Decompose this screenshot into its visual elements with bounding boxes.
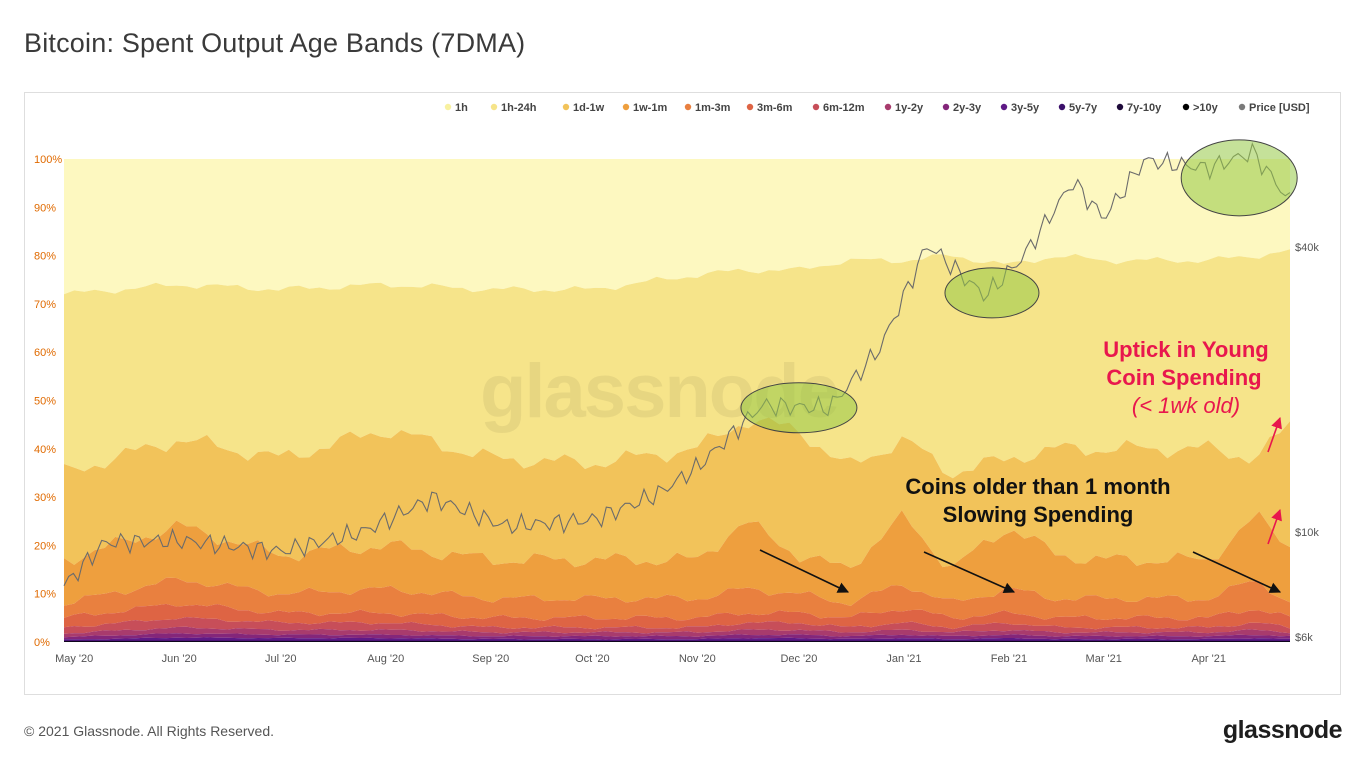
price-line-group [63, 142, 1291, 586]
x-tick-label: Apr '21 [1191, 653, 1226, 665]
chart-svg: glassnode 0%10%20%30%40%50%60%70%80%90%1… [34, 102, 1319, 665]
y-tick-label: 60% [34, 347, 56, 359]
legend-swatch [1000, 103, 1008, 111]
annotation-young-3: (< 1wk old) [1132, 393, 1240, 418]
legend-item-label: 3m-6m [757, 102, 793, 114]
x-tick-label: Jun '20 [162, 653, 197, 665]
footer-brand-logo: glassnode [1222, 716, 1343, 744]
legend-swatch [1182, 103, 1190, 111]
legend-item-label: Price [USD] [1249, 102, 1310, 114]
legend-item-label: 3y-5y [1011, 102, 1040, 114]
right-tick-label: $6k [1295, 632, 1313, 644]
y-tick-label: 30% [34, 492, 56, 504]
legend: 1h 1h-24h 1d-1w 1w-1m 1m-3m 3m-6m 6m-12m 1y-2y 2… [444, 102, 1310, 114]
x-tick-label: Mar '21 [1086, 653, 1122, 665]
price-line [63, 142, 1291, 586]
legend-item-label: 5y-7y [1069, 102, 1098, 114]
legend-swatch [812, 103, 820, 111]
legend-item-label: 1y-2y [895, 102, 924, 114]
area-band-3y-5y [64, 637, 1290, 641]
area-band-7y-10y [64, 641, 1290, 642]
area-band-1w-1m [64, 510, 1290, 606]
annotations: Uptick in Young Coin Spending (< 1wk old) C… [905, 337, 1268, 527]
legend-item-label: 7y-10y [1127, 102, 1162, 114]
area-band-1h [64, 159, 1290, 295]
legend-swatch [1058, 103, 1066, 111]
y-tick-label: 40% [34, 444, 56, 456]
legend-swatch [746, 103, 754, 111]
area-band->10y [64, 641, 1290, 642]
right-tick-label: $40k [1295, 242, 1319, 254]
x-axis: May '20 Jun '20 Jul '20 Aug '20 Sep '20 Oct '… [55, 653, 1226, 665]
right-tick-label: $10k [1295, 527, 1319, 539]
chart-title: Bitcoin: Spent Output Age Bands (7DMA) [24, 28, 526, 58]
legend-item-label: 6m-12m [823, 102, 865, 114]
annotation-young-1: Uptick in Young [1103, 337, 1268, 362]
y-tick-label: 0% [34, 637, 50, 649]
black-arrow-2 [923, 551, 1016, 594]
legend-item-label: 1h-24h [501, 102, 537, 114]
x-tick-label: May '20 [55, 653, 93, 665]
legend-swatch [1238, 103, 1246, 111]
x-tick-label: Jan '21 [886, 653, 921, 665]
black-arrow-1 [759, 549, 850, 593]
legend-swatch [622, 103, 630, 111]
y-tick-label: 100% [34, 154, 62, 166]
legend-item-label: 2y-3y [953, 102, 982, 114]
legend-item-label: 1m-3m [695, 102, 731, 114]
annotation-old-1: Coins older than 1 month [905, 474, 1170, 499]
area-band-1d-1w [64, 417, 1290, 568]
area-band-6m-12m [64, 617, 1290, 634]
chart-frame [24, 92, 1341, 695]
legend-swatch [884, 103, 892, 111]
x-tick-label: Feb '21 [991, 653, 1027, 665]
legend-swatch [490, 103, 498, 111]
y-axis-right: $6k $10k $40k [1295, 242, 1319, 644]
legend-item-label: >10y [1193, 102, 1219, 114]
y-tick-label: 20% [34, 540, 56, 552]
x-tick-label: Oct '20 [575, 653, 610, 665]
black-arrow-3 [1192, 551, 1282, 593]
area-band-1y-2y [64, 626, 1290, 638]
footer-copyright: © 2021 Glassnode. All Rights Reserved. [24, 723, 275, 739]
red-arrow-2 [1267, 508, 1282, 545]
area-band-2y-3y [64, 633, 1290, 640]
x-tick-label: Jul '20 [265, 653, 296, 665]
legend-swatch [1116, 103, 1124, 111]
legend-item-label: 1d-1w [573, 102, 605, 114]
x-tick-label: Nov '20 [679, 653, 716, 665]
x-tick-label: Aug '20 [367, 653, 404, 665]
y-tick-label: 90% [34, 202, 56, 214]
y-axis-left: 0% 10% 20% 30% 40% 50% 60% 70% 80% 90% 100% [34, 154, 62, 649]
y-tick-label: 50% [34, 396, 56, 408]
x-tick-label: Sep '20 [472, 653, 509, 665]
y-tick-label: 80% [34, 251, 56, 263]
x-tick-label: Dec '20 [780, 653, 817, 665]
y-tick-label: 70% [34, 299, 56, 311]
legend-swatch [684, 103, 692, 111]
highlight-ellipse-1 [740, 382, 858, 434]
y-tick-label: 10% [34, 589, 56, 601]
highlight-ellipses [740, 139, 1298, 434]
legend-swatch [444, 103, 452, 111]
legend-swatch [942, 103, 950, 111]
highlight-ellipse-3 [1180, 139, 1298, 217]
area-band-3m-6m [64, 603, 1290, 630]
legend-item-label: 1h [455, 102, 468, 114]
highlight-ellipse-2 [944, 267, 1040, 319]
red-arrow-1 [1267, 416, 1282, 453]
legend-item-label: 1w-1m [633, 102, 667, 114]
legend-swatch [562, 103, 570, 111]
annotation-young-2: Coin Spending [1106, 365, 1261, 390]
area-band-5y-7y [64, 640, 1290, 641]
area-band-1m-3m [64, 577, 1290, 621]
annotation-old-2: Slowing Spending [943, 502, 1134, 527]
annotation-arrows [759, 416, 1282, 594]
